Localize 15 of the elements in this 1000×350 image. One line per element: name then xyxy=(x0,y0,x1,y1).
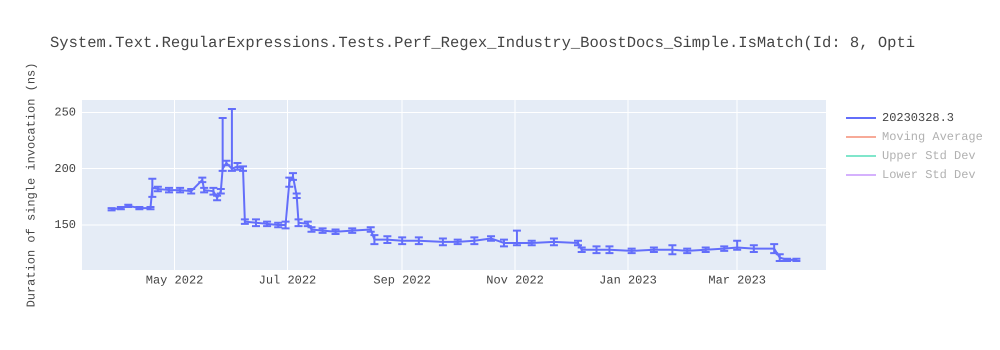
legend-label: Lower Std Dev xyxy=(882,168,976,182)
y-tick-label: 200 xyxy=(54,162,76,176)
chart-title: System.Text.RegularExpressions.Tests.Perf_Regex_Industry_BoostDocs_Simple.IsMatch(Id: 8, Opti xyxy=(50,34,916,52)
legend-label: Upper Std Dev xyxy=(882,148,976,162)
y-axis-title: Duration of single invocation (ns) xyxy=(24,62,38,308)
y-tick-label: 250 xyxy=(54,106,76,120)
x-tick-label: May 2022 xyxy=(146,273,204,288)
y-tick-label: 150 xyxy=(54,218,76,232)
x-tick-label: Mar 2023 xyxy=(708,273,766,288)
x-tick-label: Nov 2022 xyxy=(486,273,544,288)
x-tick-label: Jan 2023 xyxy=(599,273,657,288)
x-tick-label: Sep 2022 xyxy=(373,273,431,288)
x-tick-label: Jul 2022 xyxy=(258,273,316,288)
legend-label: 20230328.3 xyxy=(882,110,954,124)
legend-label: Moving Average xyxy=(882,130,983,144)
